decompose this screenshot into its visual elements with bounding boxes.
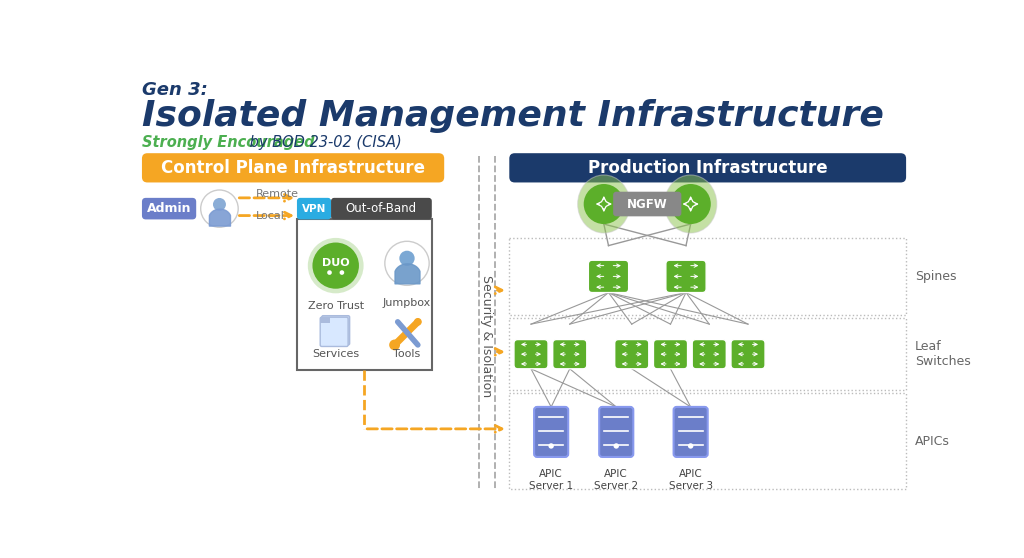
- Text: APIC
Server 1: APIC Server 1: [529, 469, 573, 491]
- Circle shape: [399, 251, 415, 266]
- FancyBboxPatch shape: [653, 339, 687, 369]
- FancyBboxPatch shape: [535, 407, 568, 457]
- Ellipse shape: [578, 175, 630, 233]
- Text: Strongly Encouraged: Strongly Encouraged: [142, 134, 314, 150]
- Circle shape: [201, 190, 239, 227]
- Circle shape: [389, 339, 400, 350]
- FancyBboxPatch shape: [553, 339, 587, 369]
- Text: NGFW: NGFW: [627, 198, 668, 210]
- Bar: [321, 317, 330, 324]
- FancyBboxPatch shape: [599, 407, 633, 457]
- Text: Security & Isolation: Security & Isolation: [480, 276, 494, 397]
- Bar: [509, 238, 906, 315]
- Bar: [509, 318, 906, 391]
- FancyBboxPatch shape: [589, 260, 629, 292]
- Text: Leaf
Switches: Leaf Switches: [914, 340, 971, 368]
- FancyBboxPatch shape: [331, 198, 432, 219]
- Text: APICs: APICs: [914, 435, 949, 448]
- Text: APIC
Server 3: APIC Server 3: [669, 469, 713, 491]
- Text: Control Plane Infrastructure: Control Plane Infrastructure: [161, 159, 425, 177]
- Circle shape: [213, 198, 226, 211]
- Bar: [509, 393, 906, 489]
- Text: DUO: DUO: [322, 258, 349, 267]
- FancyBboxPatch shape: [674, 407, 708, 457]
- Circle shape: [613, 443, 618, 449]
- Text: Services: Services: [312, 349, 359, 359]
- Text: Admin: Admin: [146, 202, 191, 215]
- Circle shape: [671, 184, 711, 224]
- Circle shape: [340, 270, 344, 275]
- FancyBboxPatch shape: [321, 317, 348, 347]
- Text: Spines: Spines: [914, 270, 956, 283]
- Text: Isolated Management Infrastructure: Isolated Management Infrastructure: [142, 99, 884, 133]
- Text: APIC
Server 2: APIC Server 2: [594, 469, 638, 491]
- FancyBboxPatch shape: [322, 316, 349, 345]
- Text: VPN: VPN: [302, 204, 327, 214]
- FancyBboxPatch shape: [297, 198, 331, 219]
- FancyBboxPatch shape: [509, 153, 906, 182]
- Ellipse shape: [665, 175, 717, 233]
- Text: Production Infrastructure: Production Infrastructure: [588, 159, 827, 177]
- Circle shape: [312, 243, 359, 288]
- FancyBboxPatch shape: [613, 192, 681, 217]
- FancyBboxPatch shape: [142, 153, 444, 182]
- Text: Remote: Remote: [256, 189, 299, 199]
- Text: Local: Local: [256, 210, 285, 220]
- Circle shape: [414, 318, 422, 326]
- Circle shape: [688, 443, 693, 449]
- Circle shape: [385, 241, 429, 285]
- Text: by BOD 23-02 (CISA): by BOD 23-02 (CISA): [245, 134, 401, 150]
- Circle shape: [584, 184, 624, 224]
- Circle shape: [308, 238, 364, 294]
- Text: Gen 3:: Gen 3:: [142, 81, 208, 99]
- Circle shape: [328, 270, 332, 275]
- Circle shape: [549, 443, 554, 449]
- FancyBboxPatch shape: [614, 339, 649, 369]
- FancyBboxPatch shape: [731, 339, 765, 369]
- FancyBboxPatch shape: [142, 198, 197, 219]
- Text: Zero Trust: Zero Trust: [307, 301, 364, 311]
- FancyBboxPatch shape: [514, 339, 548, 369]
- Text: Jumpbox: Jumpbox: [383, 299, 431, 309]
- FancyBboxPatch shape: [692, 339, 726, 369]
- Bar: [297, 219, 432, 369]
- Text: Out-of-Band: Out-of-Band: [346, 202, 417, 215]
- FancyBboxPatch shape: [666, 260, 707, 292]
- Text: Tools: Tools: [393, 349, 421, 359]
